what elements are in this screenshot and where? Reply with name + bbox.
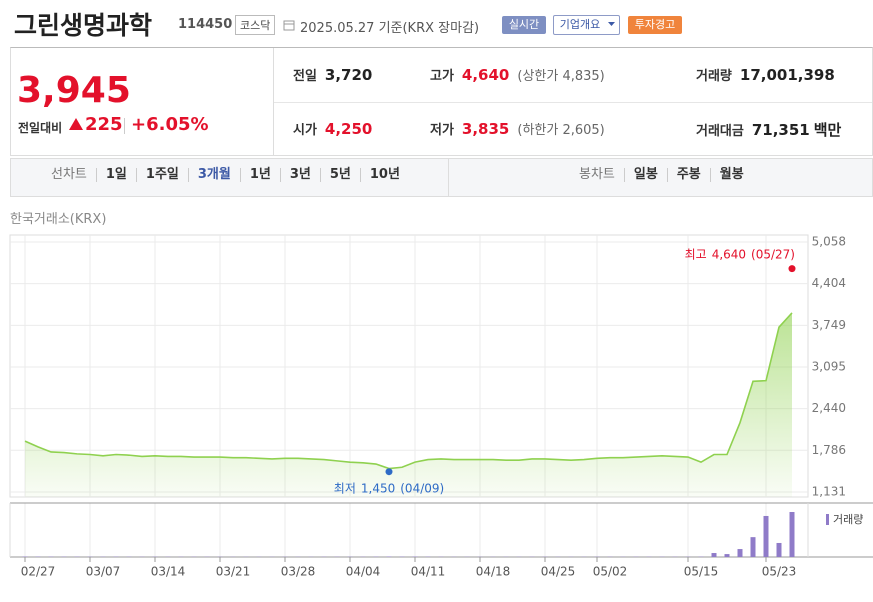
high-label: 최고 4,640 (05/27) [685, 247, 795, 261]
base-date: 2025.05.27 기준(KRX 장마감) [300, 21, 480, 36]
cell-label: 전일 [293, 69, 317, 84]
cell-label: 거래량 [696, 69, 732, 84]
cell-value: 3,835 [461, 120, 510, 138]
cell-value: 4,640 [461, 66, 510, 84]
period-tab[interactable]: 3년 [279, 168, 320, 182]
cell-sub: (상한가 4,835) [517, 69, 605, 84]
y-tick-label: 3,095 [812, 359, 846, 373]
stock-code: 114450 [178, 17, 233, 32]
cell-unit: 백만 [813, 121, 842, 139]
volume-bar [750, 537, 756, 557]
summary-cell: 전일 3,720 [293, 65, 372, 84]
toolbar [10, 158, 873, 197]
summary-cell: 거래대금 71,351 백만 [696, 119, 841, 140]
cell-value: 17,001,398 [739, 66, 835, 84]
x-tick-label: 04/25 [541, 565, 576, 579]
stock-name: 그린생명과학 [14, 11, 153, 40]
x-tick-label: 03/07 [86, 565, 121, 579]
realtime-button[interactable]: 실시간 [502, 16, 546, 34]
company-button[interactable]: 기업개요 [553, 15, 620, 35]
price-area [25, 312, 792, 497]
cell-label: 시가 [293, 123, 317, 138]
cell-label: 저가 [430, 123, 454, 138]
calendar-icon [283, 20, 295, 31]
change-amount: 225 [85, 114, 123, 135]
cell-value: 3,720 [324, 66, 373, 84]
x-tick-label: 04/04 [346, 565, 381, 579]
low-date: (04/09) [400, 481, 444, 495]
period-tab[interactable]: 3개월 [187, 168, 240, 182]
divider [124, 118, 125, 134]
period-tab[interactable]: 5년 [319, 168, 360, 182]
high-marker [788, 265, 796, 273]
period-tab[interactable]: 1주일 [135, 168, 188, 182]
x-tick-label: 03/28 [281, 565, 316, 579]
warning-badge: 투자경고 [628, 16, 682, 34]
change-percent: +6.05% [131, 114, 209, 135]
y-tick-label: 4,404 [812, 276, 846, 290]
y-tick-label: 1,131 [812, 485, 846, 499]
divider [448, 159, 449, 196]
toolbar-label: 봉차트 [579, 167, 615, 182]
up-icon [69, 118, 83, 130]
cell-label: 고가 [430, 69, 454, 84]
candle-chart-periods: 봉차트 일봉 주봉 월봉 [570, 168, 753, 182]
x-tick-label: 05/15 [684, 565, 719, 579]
cell-value: 4,250 [324, 120, 373, 138]
x-tick-label: 04/11 [411, 565, 446, 579]
high-value_label: 4,640 [712, 247, 746, 261]
dropdown-icon [608, 22, 615, 26]
market-badge: 코스닥 [235, 15, 276, 35]
x-tick-label: 04/18 [476, 565, 511, 579]
candle-tab[interactable]: 월봉 [709, 168, 753, 182]
low-value_label: 1,450 [361, 481, 395, 495]
period-tab[interactable]: 10년 [359, 168, 409, 182]
y-tick-label: 5,058 [812, 235, 846, 249]
divider [273, 48, 274, 155]
volume-legend-swatch [826, 514, 829, 525]
volume-bar [711, 553, 717, 557]
low-marker [385, 468, 393, 476]
summary-cell: 저가 3,835 (하한가 2,605) [430, 119, 605, 138]
high-label: 최고 [685, 247, 707, 261]
volume-bar [724, 554, 730, 557]
volume-bar [737, 549, 743, 557]
change-label: 전일대비 [18, 121, 63, 135]
volume-bar [776, 542, 782, 557]
x-tick-label: 05/23 [762, 565, 797, 579]
summary-cell: 고가 4,640 (상한가 4,835) [430, 65, 605, 84]
low-label: 최저 1,450 (04/09) [334, 481, 444, 495]
volume-bar [789, 512, 795, 557]
price-line [24, 312, 793, 470]
high-date: (05/27) [751, 247, 795, 261]
cell-value: 71,351 [751, 121, 810, 139]
low-label: 최저 [334, 481, 356, 495]
period-tab[interactable]: 1년 [239, 168, 280, 182]
period-tab[interactable]: 1일 [95, 168, 136, 182]
volume-bar [763, 515, 769, 557]
summary-cell: 거래량 17,001,398 [696, 65, 835, 84]
x-tick-label: 02/27 [21, 565, 56, 579]
candle-tab[interactable]: 일봉 [623, 168, 667, 182]
current-price: 3,945 [17, 70, 131, 111]
y-tick-label: 3,749 [812, 318, 846, 332]
x-tick-label: 03/21 [216, 565, 251, 579]
cell-sub: (하한가 2,605) [517, 123, 605, 138]
volume-legend: 거래량 [833, 513, 863, 526]
x-tick-label: 05/02 [593, 565, 628, 579]
y-tick-label: 2,440 [812, 401, 846, 415]
divider [274, 102, 872, 103]
toolbar-label: 선차트 [51, 167, 87, 182]
source-label: 한국거래소(KRX) [10, 212, 107, 227]
x-tick-label: 03/14 [151, 565, 186, 579]
cell-label: 거래대금 [696, 124, 744, 139]
summary-cell: 시가 4,250 [293, 119, 372, 138]
y-tick-label: 1,786 [812, 443, 846, 457]
candle-tab[interactable]: 주봉 [666, 168, 710, 182]
line-chart-periods: 선차트 1일 1주일 3개월 1년 3년 5년 10년 [42, 168, 409, 182]
